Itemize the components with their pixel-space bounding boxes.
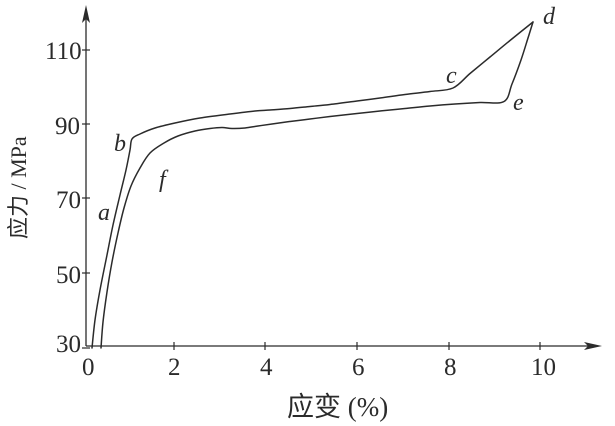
svg-text:应力 / MPa: 应力 / MPa [6,136,31,239]
